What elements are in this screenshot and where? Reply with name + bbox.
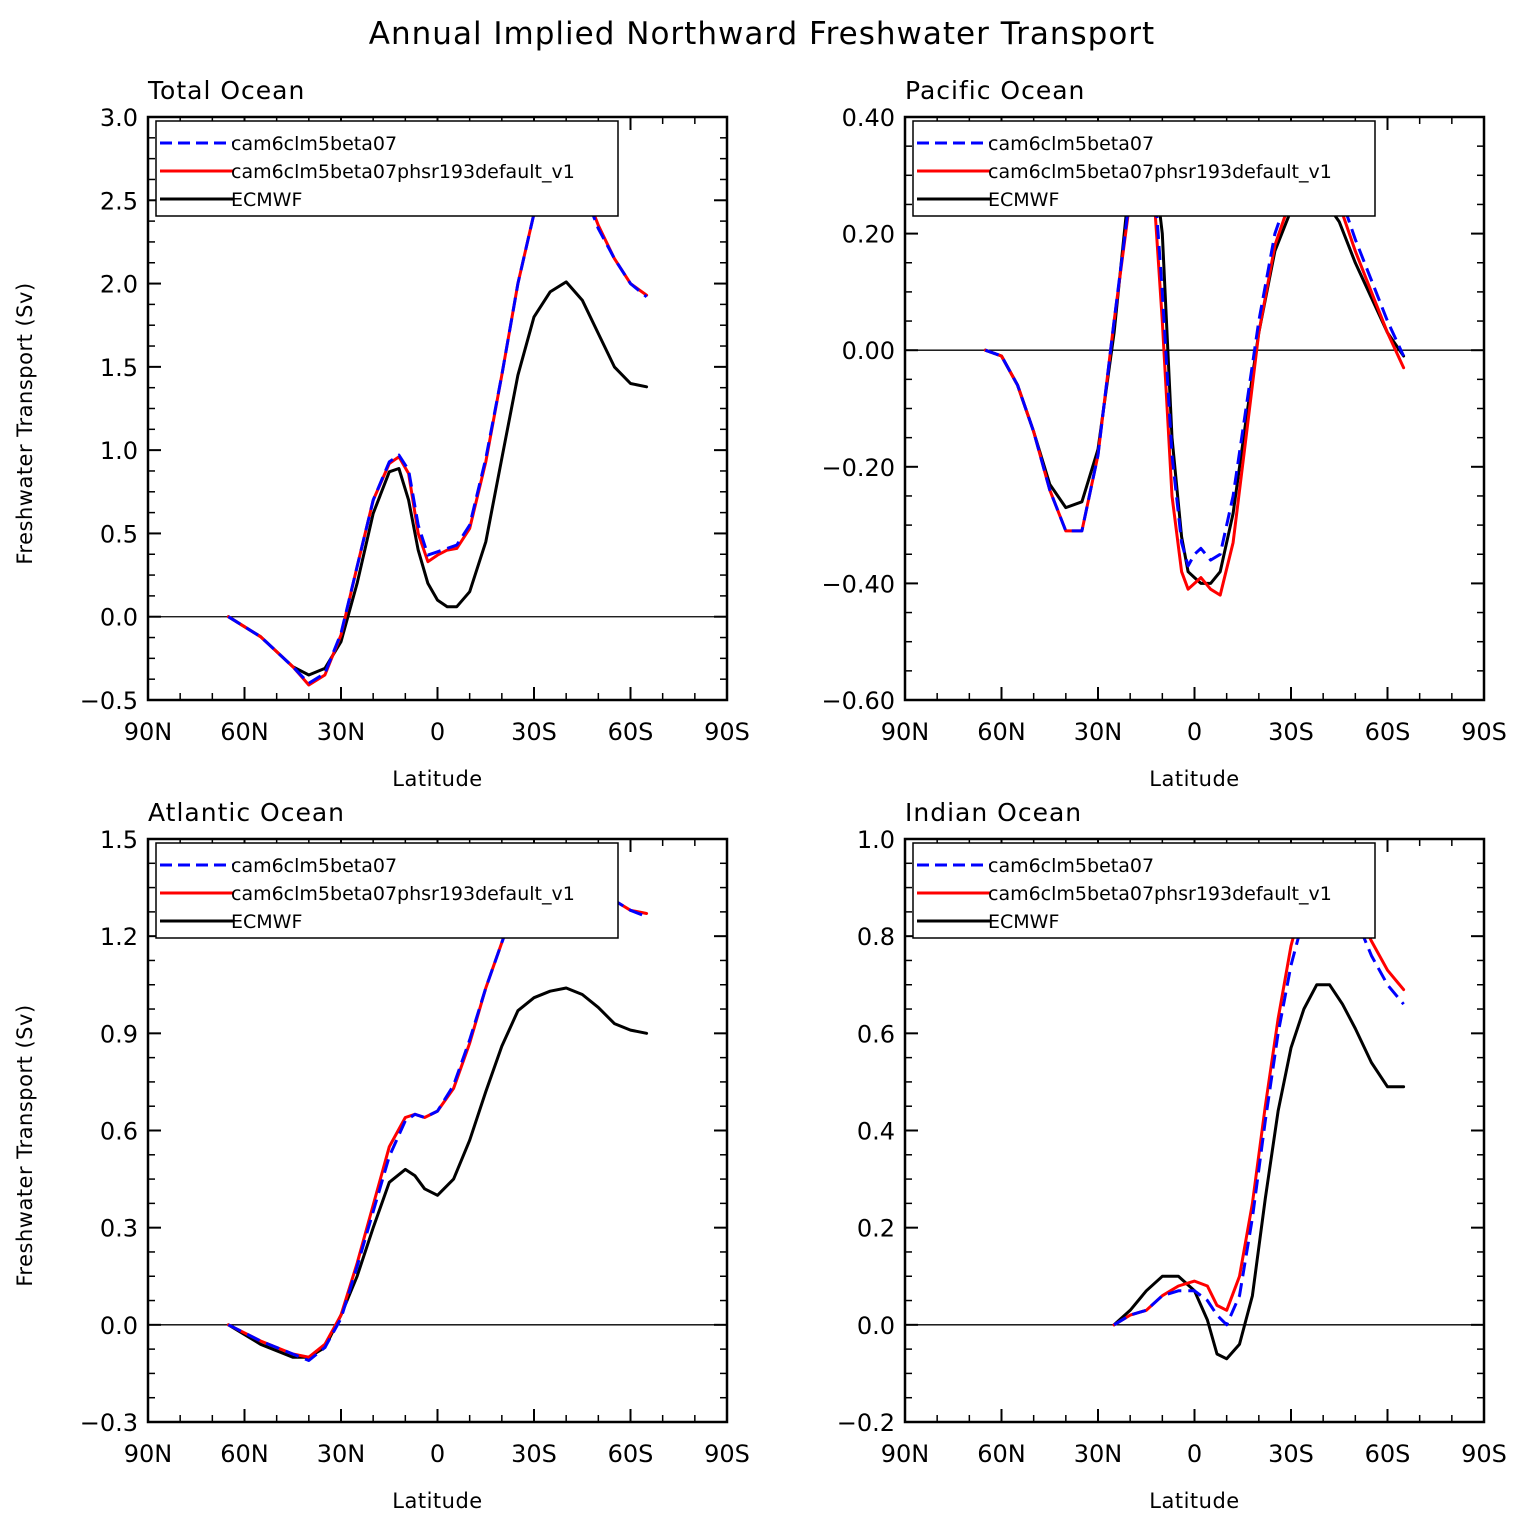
y-tick-label: −0.3	[80, 1409, 138, 1437]
x-tick-label: 30S	[1268, 718, 1314, 746]
x-tick-label: 30S	[511, 718, 557, 746]
y-axis-label: Freshwater Transport (Sv)	[13, 282, 37, 564]
x-tick-label: 90S	[1461, 718, 1507, 746]
x-tick-label: 60N	[977, 1440, 1026, 1468]
x-tick-label: 30S	[1268, 1440, 1314, 1468]
plot-frame	[146, 837, 729, 1424]
legend: cam6clm5beta07 cam6clm5beta07phsr193defau…	[912, 120, 1376, 217]
x-tick-label: 30N	[1074, 1440, 1123, 1468]
x-axis-label: Latitude	[392, 767, 482, 791]
plot-frame	[146, 115, 729, 702]
y-tick-label: 1.2	[100, 923, 138, 951]
y-tick-label: 0.00	[842, 337, 895, 365]
y-tick-label: 0.0	[100, 604, 138, 632]
panel-title: Indian Ocean	[905, 798, 1082, 827]
x-tick-label: 30S	[511, 1440, 557, 1468]
x-tick-label: 90N	[124, 718, 173, 746]
x-tick-label: 60S	[608, 718, 654, 746]
y-tick-label: 1.0	[857, 826, 895, 854]
y-axis-label: Freshwater Transport (Sv)	[13, 1004, 37, 1286]
y-tick-label: 0.40	[842, 104, 895, 132]
panel-title: Total Ocean	[147, 76, 305, 105]
series-line-ECMWF	[1112, 983, 1406, 1361]
legend-label: cam6clm5beta07phsr193default_v1	[988, 883, 1332, 905]
x-tick-label: 90S	[1461, 1440, 1507, 1468]
y-tick-label: 2.5	[100, 187, 138, 215]
x-tick-label: 60S	[1365, 718, 1411, 746]
legend-label: cam6clm5beta07phsr193default_v1	[988, 161, 1332, 183]
y-tick-label: 0.9	[100, 1020, 138, 1048]
x-axis-label: Latitude	[1149, 767, 1239, 791]
y-tick-label: 0.5	[100, 520, 138, 548]
legend: cam6clm5beta07 cam6clm5beta07phsr193defau…	[912, 842, 1376, 939]
y-tick-label: −0.2	[837, 1409, 895, 1437]
x-tick-label: 90S	[704, 718, 750, 746]
x-axis-label: Latitude	[1149, 1489, 1239, 1513]
legend-label: cam6clm5beta07	[231, 855, 397, 877]
y-tick-label: 0.4	[857, 1118, 895, 1146]
x-tick-label: 60N	[220, 1440, 269, 1468]
legend-label: cam6clm5beta07	[988, 133, 1154, 155]
y-tick-label: 0.6	[857, 1020, 895, 1048]
legend-box	[155, 842, 619, 939]
y-tick-label: −0.40	[821, 570, 895, 598]
y-tick-label: 3.0	[100, 104, 138, 132]
legend-label: cam6clm5beta07phsr193default_v1	[231, 161, 575, 183]
legend-label: ECMWF	[231, 189, 302, 211]
legend-label: ECMWF	[231, 911, 302, 933]
y-tick-label: −0.60	[821, 687, 895, 715]
x-axis-label: Latitude	[392, 1489, 482, 1513]
y-tick-label: −0.20	[821, 454, 895, 482]
y-tick-label: 0.3	[100, 1215, 138, 1243]
plot-frame	[903, 115, 1486, 702]
legend-label: ECMWF	[988, 189, 1059, 211]
figure-title: Annual Implied Northward Freshwater Tran…	[369, 16, 1155, 52]
x-tick-label: 30N	[317, 718, 366, 746]
panel-4: Indian Ocean 90N 60N 30N 0 30S 60S 90S −0.2 0.0 0.…	[837, 798, 1507, 1513]
y-tick-label: 0.20	[842, 221, 895, 249]
y-tick-label: 0.0	[100, 1312, 138, 1340]
legend: cam6clm5beta07 cam6clm5beta07phsr193defau…	[155, 120, 619, 217]
panel-1: Total Ocean 90N 60N 30N 0 30S 60S 90S −0.5 0.0 0.5…	[13, 76, 750, 791]
y-tick-label: 0.6	[100, 1118, 138, 1146]
x-tick-label: 0	[430, 1440, 445, 1468]
legend: cam6clm5beta07 cam6clm5beta07phsr193defau…	[155, 842, 619, 939]
y-tick-label: 1.0	[100, 437, 138, 465]
panel-title: Pacific Ocean	[905, 76, 1085, 105]
y-tick-label: 2.0	[100, 271, 138, 299]
legend-label: cam6clm5beta07	[231, 133, 397, 155]
legend-label: ECMWF	[988, 911, 1059, 933]
y-tick-label: 1.5	[100, 826, 138, 854]
x-tick-label: 90N	[124, 1440, 173, 1468]
x-tick-label: 30N	[1074, 718, 1123, 746]
x-tick-label: 60N	[977, 718, 1026, 746]
y-tick-label: 1.5	[100, 354, 138, 382]
panel-2: Pacific Ocean 90N 60N 30N 0 30S 60S 90S −0.60 −0.…	[821, 76, 1506, 791]
y-tick-label: 0.8	[857, 923, 895, 951]
legend-label: cam6clm5beta07phsr193default_v1	[231, 883, 575, 905]
y-tick-label: −0.5	[80, 687, 138, 715]
x-tick-label: 0	[1187, 718, 1202, 746]
x-tick-label: 0	[430, 718, 445, 746]
legend-label: cam6clm5beta07	[988, 855, 1154, 877]
x-tick-label: 90N	[881, 1440, 930, 1468]
x-tick-label: 0	[1187, 1440, 1202, 1468]
x-tick-label: 90N	[881, 718, 930, 746]
panel-title: Atlantic Ocean	[148, 798, 345, 827]
y-tick-label: 0.0	[857, 1312, 895, 1340]
y-tick-label: 0.2	[857, 1215, 895, 1243]
panel-3: Atlantic Ocean 90N 60N 30N 0 30S 60S 90S −0.3 0.0…	[13, 798, 750, 1513]
x-tick-label: 60S	[1365, 1440, 1411, 1468]
x-tick-label: 60S	[608, 1440, 654, 1468]
x-tick-label: 60N	[220, 718, 269, 746]
x-tick-label: 90S	[704, 1440, 750, 1468]
plot-frame	[903, 837, 1486, 1424]
x-tick-label: 30N	[317, 1440, 366, 1468]
